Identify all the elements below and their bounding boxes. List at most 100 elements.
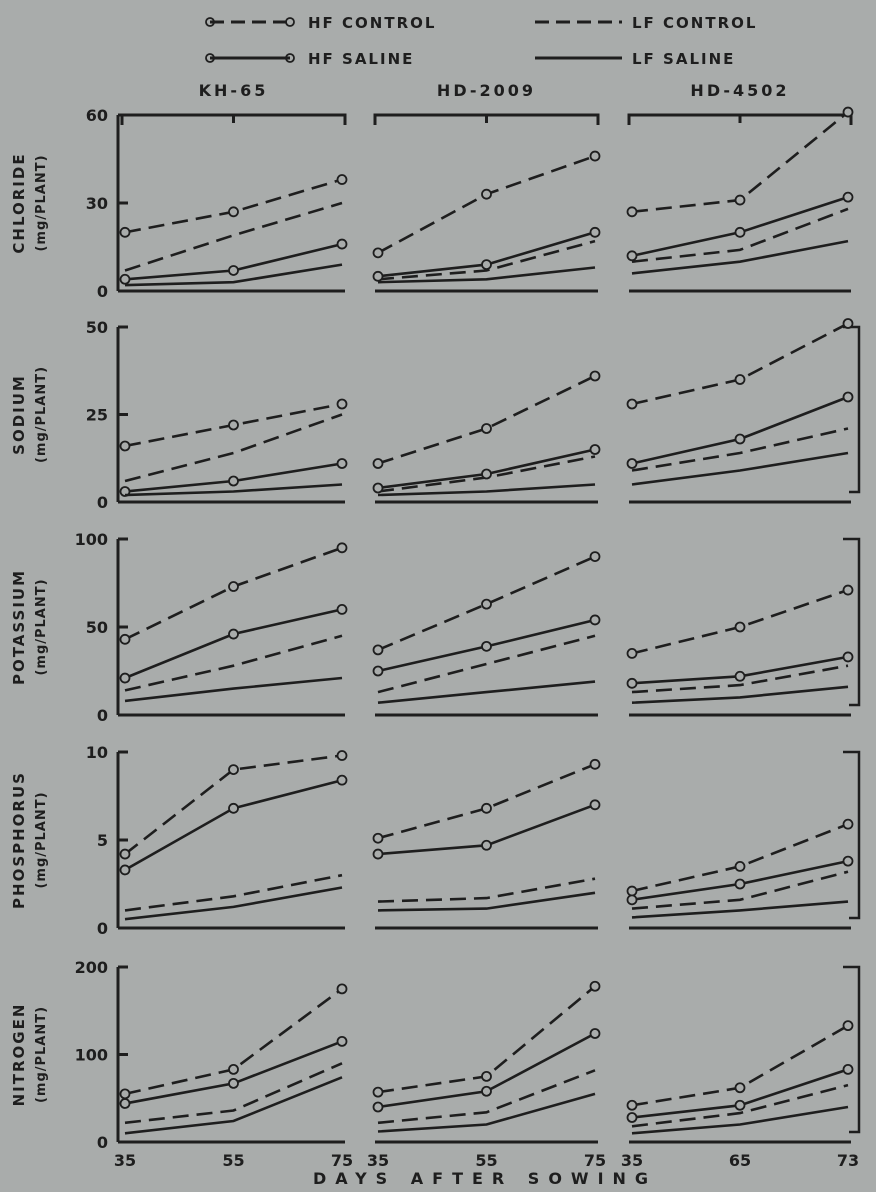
data-point-hf-saline [734,1099,746,1111]
y-tick-label-nitrogen: 100 [75,1046,108,1065]
y-tick-label-sodium: 25 [86,406,108,425]
y-axis-title-sodium: SODIUM [10,374,28,455]
data-point-hf-control [626,1099,638,1111]
data-point-hf-control [372,832,384,844]
data-point-hf-control [372,644,384,656]
data-point-hf-saline [336,604,348,615]
data-point-hf-control [626,206,638,218]
y-axis-unit-nitrogen: (mg/PLANT) [34,1006,49,1103]
data-point-hf-saline [336,458,348,469]
data-point-hf-control [589,551,601,562]
data-point-hf-control [119,226,131,238]
right-bracket-nitrogen [843,965,861,1134]
series-line-lf-control-hd-4502 [631,870,849,910]
data-point-hf-control [842,318,854,329]
data-point-hf-control [228,581,239,592]
series-line-lf-saline-hd-4502 [631,900,849,919]
data-point-hf-saline [228,628,239,640]
data-point-hf-control [119,633,131,645]
data-point-hf-saline [372,1101,384,1113]
data-point-hf-control [372,1086,384,1098]
series-line-lf-saline-hd-4502 [631,685,849,704]
series-line-lf-saline-hd-4502 [631,1105,849,1135]
data-point-hf-control [228,764,239,775]
chart-sodium: SODIUM (mg/PLANT) 0 25 50 [10,318,861,512]
series-line-lf-control-kh-65 [124,413,343,483]
data-point-hf-saline [842,1063,854,1075]
data-point-hf-saline [481,640,492,652]
data-point-hf-saline [734,670,746,682]
data-point-hf-control [842,106,854,118]
data-point-hf-control [481,188,492,200]
legend-label-lf-control: LF CONTROL [632,14,757,32]
data-point-hf-control [734,1082,746,1094]
right-bracket-potassium [843,537,861,707]
data-point-hf-saline [228,802,239,814]
y-tick-label-chloride: 0 [97,282,108,301]
data-point-hf-saline [626,250,638,262]
chart-potassium: POTASSIUM (mg/PLANT) 0 50 100 [10,530,861,725]
data-point-hf-saline [842,855,854,867]
series-line-hf-saline-kh-65 [124,778,343,872]
data-point-hf-saline [372,270,384,282]
data-point-hf-control [336,542,348,554]
x-tick-label: 65 [729,1151,751,1170]
data-point-hf-control [372,458,384,469]
series-line-lf-control-kh-65 [124,634,343,692]
series-line-hf-control-kh-65 [124,178,343,234]
y-tick-label-chloride: 30 [86,194,108,213]
data-point-hf-saline [119,1098,131,1109]
y-tick-label-nitrogen: 0 [97,1133,108,1152]
y-axis-unit-sodium: (mg/PLANT) [34,366,49,463]
series-line-lf-saline-hd-4502 [631,239,849,275]
y-tick-label-sodium: 50 [86,318,108,337]
panel-bracket-kh-65 [120,113,347,125]
data-point-hf-saline [842,391,854,403]
data-point-hf-saline [372,665,384,677]
series-line-lf-saline-hd-2009 [377,680,596,704]
right-bracket-sodium [843,325,861,494]
y-axis-unit-potassium: (mg/PLANT) [34,578,49,675]
y-tick-label-phosphorus: 5 [97,831,108,850]
x-tick-label: 35 [367,1151,389,1170]
y-axis-title-nitrogen: NITROGEN [10,1003,28,1107]
data-point-hf-saline [626,677,638,689]
y-tick-label-nitrogen: 200 [75,958,108,977]
data-point-hf-control [626,648,638,659]
data-point-hf-saline [336,774,348,786]
series-line-lf-saline-hd-2009 [377,1092,596,1133]
data-point-hf-control [842,818,854,830]
series-line-lf-control-hd-2009 [377,877,596,903]
data-point-hf-saline [734,433,746,445]
y-axis-unit-phosphorus: (mg/PLANT) [34,791,49,888]
x-tick-label: 75 [331,1151,353,1170]
y-tick-label-phosphorus: 0 [97,919,108,938]
variety-title-hd-4502: HD-4502 [690,81,789,100]
data-point-hf-control [336,398,348,410]
chart-nitrogen: NITROGEN (mg/PLANT) 0 100 200 35 55 75 35 55 75 35 6… [10,958,861,1170]
data-point-hf-control [228,1063,239,1075]
y-tick-label-potassium: 50 [86,618,108,637]
legend-marker-hf-saline [285,53,295,63]
data-point-hf-saline [228,475,239,487]
data-point-hf-control [336,174,348,185]
data-point-hf-saline [626,1112,638,1123]
legend-marker-hf-saline [205,53,215,63]
y-axis-title-phosphorus: PHOSPHORUS [10,771,28,909]
data-point-hf-control [589,758,601,770]
data-point-hf-saline [481,839,492,851]
data-point-hf-control [336,983,348,995]
data-point-hf-control [119,848,131,860]
data-point-hf-saline [626,458,638,469]
data-point-hf-saline [481,1085,492,1097]
series-line-hf-control-hd-2009 [377,555,596,652]
series-line-hf-control-hd-2009 [377,154,596,255]
panel-bracket-hd-2009 [373,113,600,125]
data-point-hf-saline [589,226,601,238]
data-point-hf-control [481,423,492,434]
data-point-hf-control [734,194,746,206]
data-point-hf-saline [842,191,854,203]
series-line-lf-saline-kh-65 [124,886,343,921]
data-point-hf-control [589,370,601,382]
series-line-lf-control-hd-4502 [631,1083,849,1128]
